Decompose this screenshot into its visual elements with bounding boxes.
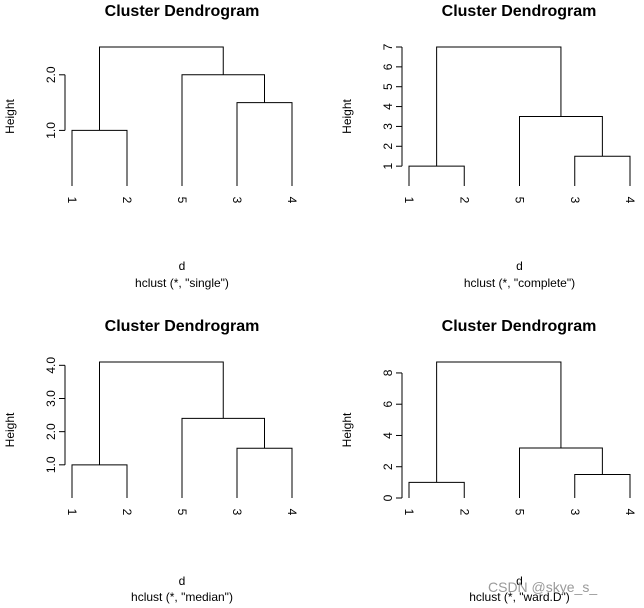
dendrogram-branch [99,361,224,465]
y-tick-label: 1.0 [44,456,58,473]
leaf-label: 2 [120,197,134,204]
chart-subtitle: hclust (*, "median") [131,590,233,604]
dendrogram-branch [574,474,631,498]
dendrogram-branch [519,447,603,498]
y-tick-label: 8 [381,369,395,376]
leaf-label: 1 [65,197,79,204]
x-axis-label: d [516,259,523,273]
leaf-label: 1 [65,509,79,516]
chart-title: Cluster Dendrogram [442,318,597,335]
leaf-label: 2 [457,509,471,516]
y-tick-label: 4 [381,432,395,439]
chart-subtitle: hclust (*, "single") [135,276,229,290]
chart-title: Cluster Dendrogram [442,3,597,20]
y-tick-label: 3.0 [44,390,58,407]
dendrogram-branch [236,102,293,186]
y-tick-label: 2.0 [44,66,58,83]
panel-single: Cluster Dendrogram Height 1.0 2.0 1 2 5 3 4 d hclu… [3,3,299,290]
y-axis-label: Height [340,412,354,447]
dendrogram-branch [99,46,224,131]
y-axis-label: Height [3,98,17,133]
x-axis-label: d [179,259,186,273]
leaf-label: 4 [285,509,299,516]
leaf-label: 4 [285,197,299,204]
dendrogram-branch [71,464,128,498]
y-tick-label: 4.0 [44,357,58,374]
dendrogram-branch [408,165,465,186]
y-tick-label: 0 [381,494,395,501]
leaf-label: 2 [120,509,134,516]
dendrogram-branch [181,74,265,186]
x-axis-label: d [516,574,523,588]
y-tick-label: 2 [381,463,395,470]
y-tick-label: 3 [381,123,395,130]
dendrogram-branch [436,361,562,483]
y-tick-label: 6 [381,401,395,408]
leaf-label: 1 [402,509,416,516]
leaf-label: 3 [230,197,244,204]
y-tick-label: 1.0 [44,122,58,139]
y-tick-label: 4 [381,103,395,110]
y-tick-label: 2 [381,143,395,150]
dendrogram-branch [181,417,265,498]
dendrogram-branch [436,46,562,167]
dendrogram-branch [408,481,465,498]
x-axis-label: d [179,574,186,588]
chart-subtitle: hclust (*, "ward.D") [469,590,570,604]
y-tick-label: 5 [381,83,395,90]
y-tick-label: 2.0 [44,423,58,440]
dendrogram-branch [71,129,128,186]
leaf-label: 3 [568,509,582,516]
dendrogram-branch [236,447,293,498]
leaf-label: 2 [457,197,471,204]
leaf-label: 4 [623,197,637,204]
leaf-label: 3 [568,197,582,204]
panel-ward: Cluster Dendrogram Height 0 2 4 6 8 1 2 5 3 4 d hclus… [340,318,637,604]
watermark: CSDN @skye_s_ [488,579,597,595]
leaf-label: 5 [175,509,189,516]
y-tick-label: 7 [381,43,395,50]
leaf-label: 3 [230,509,244,516]
y-tick-label: 1 [381,162,395,169]
leaf-label: 5 [175,197,189,204]
panel-complete: Cluster Dendrogram Height 1 2 3 4 5 6 7 1 2 5 3 4 d hcl… [340,3,637,290]
panel-median: Cluster Dendrogram Height 1.0 2.0 3.0 4.0 1 2 5 3… [3,318,299,604]
dendrogram-branch [519,116,603,186]
chart-title: Cluster Dendrogram [105,3,260,20]
y-axis-label: Height [340,98,354,133]
leaf-label: 4 [623,509,637,516]
leaf-label: 5 [513,197,527,204]
leaf-label: 5 [513,509,527,516]
y-axis-label: Height [3,412,17,447]
leaf-label: 1 [402,197,416,204]
y-tick-label: 6 [381,63,395,70]
chart-title: Cluster Dendrogram [105,318,260,335]
dendrogram-branch [574,155,631,186]
chart-subtitle: hclust (*, "complete") [464,276,575,290]
